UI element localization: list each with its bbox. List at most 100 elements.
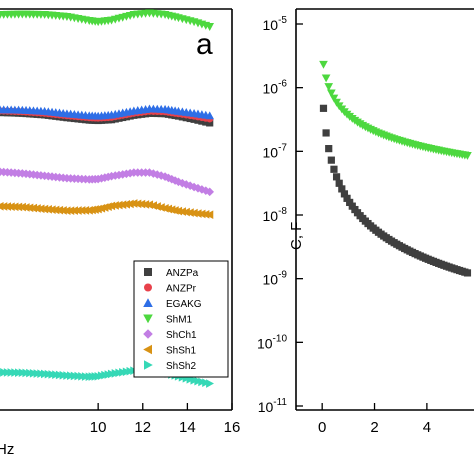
data-point: [110, 201, 119, 210]
left-x-tick-label: 10: [90, 419, 107, 436]
data-point: [327, 89, 336, 98]
legend: ANZPa ANZPr EGAKG ShM1 ShCh1 ShSh1 ShSh2: [133, 260, 229, 378]
data-point: [170, 206, 179, 215]
data-point: [198, 117, 206, 125]
right-x-ticks: 0 2 4: [318, 403, 431, 436]
data-point: [21, 203, 30, 212]
left-panel: a 10 12 14 16 Hz ANZPa ANZPr EGAKG ShM1 ShCh1 Sh…: [0, 8, 241, 458]
data-point: [319, 104, 328, 112]
panel-label-a: a: [196, 28, 213, 61]
data-point: [325, 145, 333, 153]
data-point: [197, 209, 206, 219]
data-point: [152, 202, 161, 211]
data-point: [201, 209, 210, 219]
series-gray: [319, 104, 472, 277]
right-y-ticks: 10-5 10-6 10-7 10-8 10-9 10-10 10-11: [257, 15, 303, 415]
data-point: [36, 204, 45, 214]
legend-label-shsh2: ShSh2: [166, 361, 196, 372]
right-y-tick-label: 10-7: [263, 142, 288, 160]
data-point: [205, 210, 214, 220]
data-point: [129, 199, 138, 208]
right-series-group: [319, 60, 472, 277]
legend-marker-shch1: [143, 329, 153, 339]
legend-marker-shm1: [143, 314, 153, 324]
data-point: [55, 205, 64, 215]
right-panel: 10-5 10-6 10-7 10-8 10-9 10-10 10-11 0 2 4 C, F: [257, 8, 474, 436]
left-x-tick-label: 12: [134, 419, 151, 436]
data-point: [330, 165, 338, 173]
data-point: [29, 203, 38, 213]
data-point: [137, 199, 146, 209]
series-shsh1: [0, 199, 214, 220]
right-y-tick-label: 10-5: [263, 15, 288, 33]
data-point: [205, 111, 215, 120]
data-point: [346, 198, 354, 207]
legend-marker-anzpr: [144, 283, 152, 292]
data-point: [181, 207, 190, 217]
data-point: [321, 74, 331, 83]
data-point: [319, 60, 328, 69]
data-point: [340, 190, 349, 198]
data-point: [160, 203, 169, 213]
data-point: [149, 201, 157, 210]
series-shm1: [0, 9, 215, 31]
data-point: [25, 203, 34, 213]
data-point: [114, 200, 123, 210]
legend-label-anzpr: ANZPr: [166, 284, 197, 295]
data-point: [125, 199, 134, 209]
left-x-tick-label: 16: [224, 419, 241, 436]
right-y-tick-label: 10-6: [263, 79, 288, 97]
data-point: [324, 83, 334, 92]
data-point: [178, 207, 186, 216]
data-point: [32, 204, 41, 213]
data-point: [118, 200, 127, 210]
legend-marker-shsh2: [144, 360, 153, 370]
data-point: [193, 209, 202, 218]
data-point: [332, 173, 341, 181]
data-point: [58, 206, 67, 215]
right-x-tick-label: 0: [318, 419, 326, 436]
legend-label-egakg: EGAKG: [166, 299, 202, 310]
data-point: [6, 202, 15, 212]
data-point: [343, 194, 351, 202]
data-point: [44, 205, 52, 214]
data-point: [47, 205, 56, 214]
data-point: [206, 119, 214, 127]
legend-marker-egakg: [143, 298, 153, 307]
data-point: [156, 203, 165, 212]
data-point: [10, 202, 19, 212]
data-point: [17, 202, 26, 212]
legend-label-anzpa: ANZPa: [166, 268, 199, 279]
left-x-tick-label: 14: [179, 419, 196, 436]
data-point: [141, 200, 150, 209]
left-x-axis-label-fragment: Hz: [0, 441, 14, 458]
legend-label-shm1: ShM1: [166, 315, 193, 326]
data-point: [329, 94, 339, 103]
legend-items: ANZPa ANZPr EGAKG ShM1 ShCh1 ShSh1 ShSh2: [143, 268, 202, 372]
data-point: [133, 199, 142, 209]
legend-marker-shsh1: [143, 344, 152, 355]
data-point: [40, 204, 49, 214]
right-y-tick-label: 10-10: [257, 333, 287, 351]
data-point: [51, 205, 60, 215]
data-point: [338, 185, 346, 193]
legend-marker-anzpa: [144, 268, 152, 276]
right-x-tick-label: 2: [370, 419, 378, 436]
data-point: [206, 379, 215, 388]
data-point: [205, 187, 215, 197]
data-point: [185, 208, 194, 217]
data-point: [322, 129, 330, 137]
data-point: [335, 179, 343, 187]
right-y-axis-label: C, F: [288, 222, 305, 250]
right-x-tick-label: 4: [423, 419, 431, 436]
data-point: [205, 23, 215, 31]
series-egakg: [0, 104, 215, 120]
data-point: [463, 269, 472, 277]
data-point: [202, 118, 210, 126]
series-shch1: [0, 167, 215, 197]
data-point: [14, 202, 23, 212]
legend-label-shsh1: ShSh1: [166, 346, 196, 357]
left-x-ticks: 10 12 14 16: [90, 403, 241, 436]
data-point: [107, 201, 116, 211]
